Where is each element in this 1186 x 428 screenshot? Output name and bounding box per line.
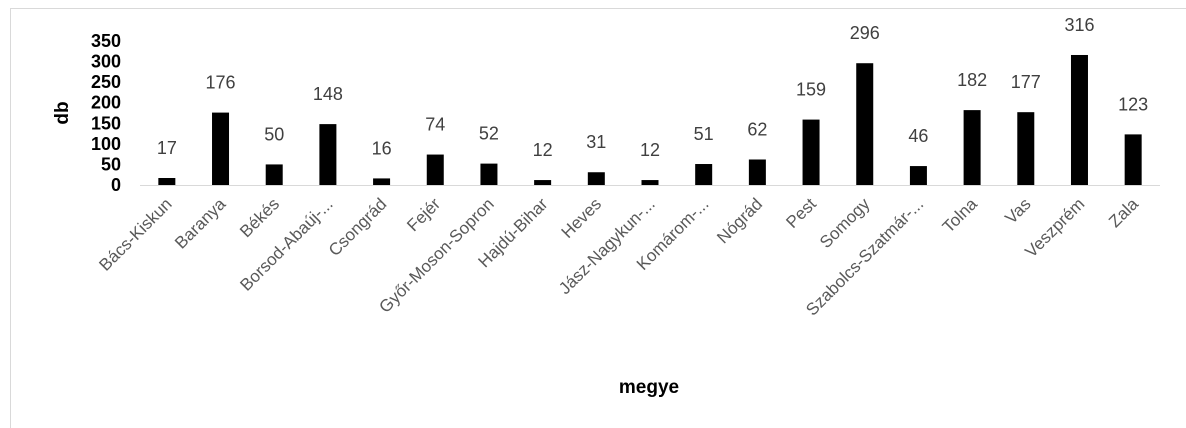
bar: [641, 180, 659, 185]
y-tick-label: 350: [91, 31, 121, 51]
data-labels: 17 176 50 148 16 74 52 12 31 12 51 62 159 296 46 182 177…: [157, 15, 1148, 160]
data-label: 31: [586, 132, 606, 152]
y-tick-label: 100: [91, 134, 121, 154]
data-label: 12: [640, 140, 660, 160]
bar: [1070, 54, 1088, 185]
data-label: 17: [157, 138, 177, 158]
data-label: 177: [1011, 72, 1041, 92]
data-label: 12: [533, 140, 553, 160]
bar: [963, 110, 981, 185]
bar: [534, 180, 552, 185]
data-label: 148: [313, 84, 343, 104]
data-label: 176: [206, 73, 236, 93]
bar: [158, 178, 176, 185]
chart-frame: [10, 8, 1186, 428]
x-tick-label: Békés: [236, 194, 283, 241]
bar: [695, 164, 713, 185]
y-tick-label: 0: [111, 175, 121, 195]
x-tick-label: Heves: [558, 194, 606, 242]
bar: [856, 63, 874, 185]
x-axis-title: megye: [619, 377, 679, 398]
bar: [748, 159, 766, 185]
data-label: 16: [372, 138, 392, 158]
x-tick-label: Jász-Nagykun-...: [555, 194, 659, 298]
x-tick-label: Borsod-Abaúj-...: [236, 194, 336, 294]
x-tick-label: Csongrád: [325, 194, 391, 260]
data-label: 159: [796, 80, 826, 100]
y-axis-title: db: [52, 101, 73, 124]
y-tick-label: 250: [91, 72, 121, 92]
x-tick-label: Tolna: [939, 194, 982, 237]
bar: [265, 164, 283, 185]
x-tick-label: Bács-Kiskun: [95, 194, 175, 274]
x-tick-label: Zala: [1105, 194, 1142, 231]
y-tick-label: 300: [91, 52, 121, 72]
bar: [426, 154, 444, 185]
data-label: 51: [694, 124, 714, 144]
data-label: 296: [850, 23, 880, 43]
bar: [587, 172, 605, 185]
bars: [158, 54, 1142, 185]
bar: [1017, 112, 1035, 185]
x-tick-label: Baranya: [171, 194, 230, 253]
y-tick-label: 150: [91, 113, 121, 133]
x-tick-label: Nógrád: [713, 194, 766, 247]
data-label: 52: [479, 124, 499, 144]
y-tick-label: 200: [91, 93, 121, 113]
data-label: 62: [747, 119, 767, 139]
bar: [802, 119, 820, 185]
data-label: 50: [264, 124, 284, 144]
bar: [1124, 134, 1142, 185]
y-tick-label: 50: [101, 154, 121, 174]
data-label: 316: [1064, 15, 1094, 35]
bar: [212, 112, 230, 185]
x-tick-label: Vas: [1001, 194, 1034, 227]
x-tick-label: Pest: [782, 194, 820, 232]
data-label: 182: [957, 70, 987, 90]
bar: [909, 166, 927, 185]
data-label: 74: [425, 115, 445, 135]
x-tick-label: Veszprém: [1021, 194, 1088, 261]
x-tick-label: Fejér: [403, 194, 444, 235]
bar: [373, 178, 391, 185]
bar: [480, 163, 498, 185]
data-label: 46: [908, 126, 928, 146]
data-label: 123: [1118, 94, 1148, 114]
bar: [319, 124, 337, 185]
